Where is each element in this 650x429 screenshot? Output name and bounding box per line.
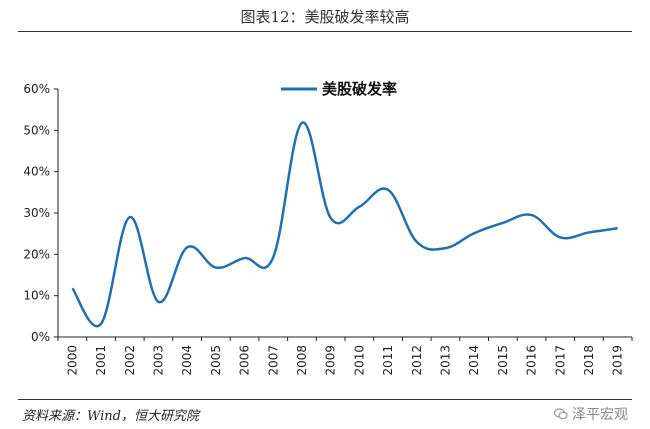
- x-tick-label: 2016: [525, 345, 539, 376]
- y-tick-label: 0%: [31, 330, 50, 344]
- wechat-icon: [554, 408, 568, 420]
- bottom-rule: [18, 399, 632, 400]
- x-tick-label: 2007: [266, 345, 280, 376]
- x-tick-label: 2004: [180, 345, 194, 376]
- watermark: 泽平宏观: [554, 404, 628, 424]
- x-tick-label: 2000: [65, 345, 79, 376]
- x-tick-label: 2002: [123, 345, 137, 376]
- y-tick-label: 50%: [23, 123, 50, 137]
- y-tick-label: 20%: [23, 247, 50, 261]
- x-tick-label: 2018: [582, 345, 596, 376]
- x-tick-label: 2013: [438, 345, 452, 376]
- x-tick-label: 2005: [209, 345, 223, 376]
- x-tick-label: 2010: [352, 345, 366, 376]
- figure-title: 图表12：美股破发率较高: [240, 8, 410, 26]
- chart-ticks: 0% 10% 20% 30% 40% 50% 60% 2000 2001 2002 2003 2004…: [23, 82, 633, 376]
- x-tick-label: 2006: [238, 345, 252, 376]
- chart-legend: 美股破发率: [281, 80, 397, 98]
- legend-label: 美股破发率: [322, 80, 397, 98]
- x-tick-label: 2012: [410, 345, 424, 376]
- x-tick-label: 2019: [611, 345, 625, 376]
- y-tick-label: 60%: [23, 82, 50, 96]
- x-tick-label: 2015: [496, 345, 510, 376]
- x-tick-label: 2001: [94, 345, 108, 376]
- watermark-text: 泽平宏观: [572, 407, 628, 423]
- source-note: 资料来源：Wind，恒大研究院: [22, 409, 199, 424]
- line-chart: 0% 10% 20% 30% 40% 50% 60% 2000 2001 2002 2003 2004…: [23, 80, 633, 376]
- x-tick-label: 2009: [324, 345, 338, 376]
- chart-axes: [57, 89, 632, 338]
- y-tick-label: 10%: [23, 289, 50, 303]
- y-tick-label: 40%: [23, 165, 50, 179]
- y-tick-label: 30%: [23, 206, 50, 220]
- x-tick-label: 2003: [151, 345, 165, 376]
- x-tick-label: 2017: [553, 345, 567, 376]
- x-tick-label: 2011: [381, 345, 395, 376]
- series-line: [71, 121, 618, 328]
- x-tick-label: 2008: [295, 345, 309, 376]
- chart-series: [71, 121, 618, 328]
- top-rule: [18, 31, 632, 32]
- x-tick-label: 2014: [467, 345, 481, 376]
